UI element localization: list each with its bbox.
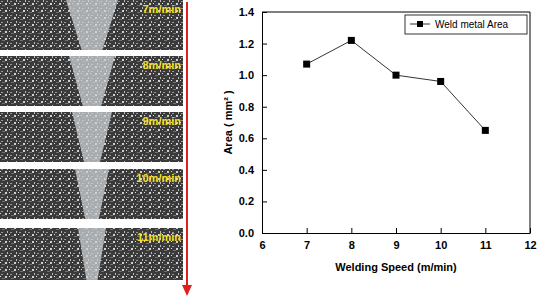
data-point <box>393 72 400 79</box>
tick-mark <box>262 44 267 45</box>
y-axis-title: Area ( mm² ) <box>222 90 234 155</box>
tick-label: 0.8 <box>239 101 254 113</box>
frame-top <box>262 12 530 13</box>
legend-box <box>405 15 527 34</box>
tick-label: 0.6 <box>239 132 254 144</box>
tick-label: 8 <box>349 239 355 251</box>
weld-zone <box>72 112 112 162</box>
section-image <box>0 0 183 50</box>
tick-label: 11 <box>480 239 492 251</box>
tick-mark <box>351 228 352 233</box>
tick-mark <box>262 170 267 171</box>
weld-section: 10m/min <box>0 169 183 219</box>
section-image <box>0 228 183 280</box>
weld-zone <box>69 56 115 106</box>
tick-mark <box>441 228 442 233</box>
weld-section: 11m/min <box>0 228 183 280</box>
tick-label: 6 <box>259 239 265 251</box>
tick: 7 <box>304 228 310 251</box>
tick-label: 0.0 <box>239 227 254 239</box>
tick-mark <box>262 233 267 234</box>
tick-mark <box>307 228 308 233</box>
section-label: 8m/min <box>142 59 181 71</box>
tick-label: 9 <box>393 239 399 251</box>
tick-mark <box>262 138 267 139</box>
photo-panel: 7m/min 8m/min 9m/min 10m/min 11m/min <box>0 0 183 280</box>
data-point <box>303 61 310 68</box>
legend-label: Weld metal Area <box>435 19 509 30</box>
tick: 1.0 <box>239 69 267 81</box>
section-label: 10m/min <box>136 172 181 184</box>
axis-line <box>262 13 263 234</box>
x-axis: 6 7 8 9 10 11 12 <box>259 228 536 251</box>
weld-section: 7m/min <box>0 0 183 50</box>
tick-label: 0.2 <box>239 195 254 207</box>
tick-label: 1.2 <box>239 38 254 50</box>
tick: 1.2 <box>239 38 267 50</box>
data-point <box>348 37 355 44</box>
legend-marker <box>417 21 423 27</box>
tick: 8 <box>349 228 355 251</box>
weld-zone <box>66 0 118 50</box>
tick-label: 7 <box>304 239 310 251</box>
arrow-head <box>182 285 192 296</box>
tick-mark <box>262 75 267 76</box>
tick-mark <box>485 228 486 233</box>
section-label: 11m/min <box>137 231 181 243</box>
tick-mark <box>262 201 267 202</box>
tick-label: 0.4 <box>239 164 255 176</box>
section-image <box>0 169 183 219</box>
section-label: 7m/min <box>142 3 181 15</box>
section-label: 9m/min <box>142 115 181 127</box>
legend: Weld metal Area <box>405 15 527 34</box>
tick-mark <box>396 228 397 233</box>
tick: 11 <box>480 228 492 251</box>
section-image <box>0 56 183 106</box>
weld-section: 8m/min <box>0 56 183 106</box>
tick: 0.4 <box>239 164 267 176</box>
weld-zone <box>75 169 109 219</box>
x-axis-title: Welding Speed (m/min) <box>335 261 457 273</box>
tick: 0.2 <box>239 195 267 207</box>
tick-label: 12 <box>524 239 536 251</box>
tick: 9 <box>393 228 399 251</box>
tick-label: 10 <box>435 239 447 251</box>
tick: 10 <box>435 228 447 251</box>
arrow-shaft <box>186 2 188 287</box>
data-point <box>437 78 444 85</box>
frame-right <box>530 12 531 233</box>
plot-marks <box>303 37 489 134</box>
y-axis: 0.0 0.2 0.4 0.6 0.8 1.0 1.2 1.4 <box>239 6 267 239</box>
tick-mark <box>262 107 267 108</box>
tick: 0.0 <box>239 227 267 239</box>
weld-zone <box>78 228 106 280</box>
axis-line <box>263 233 531 234</box>
section-image <box>0 112 183 162</box>
tick: 0.6 <box>239 132 267 144</box>
tick: 0.8 <box>239 101 267 113</box>
series-line <box>307 40 486 130</box>
tick-label: 1.4 <box>239 6 255 18</box>
weld-section: 9m/min <box>0 112 183 162</box>
tick-label: 1.0 <box>239 69 254 81</box>
data-point <box>482 127 489 134</box>
